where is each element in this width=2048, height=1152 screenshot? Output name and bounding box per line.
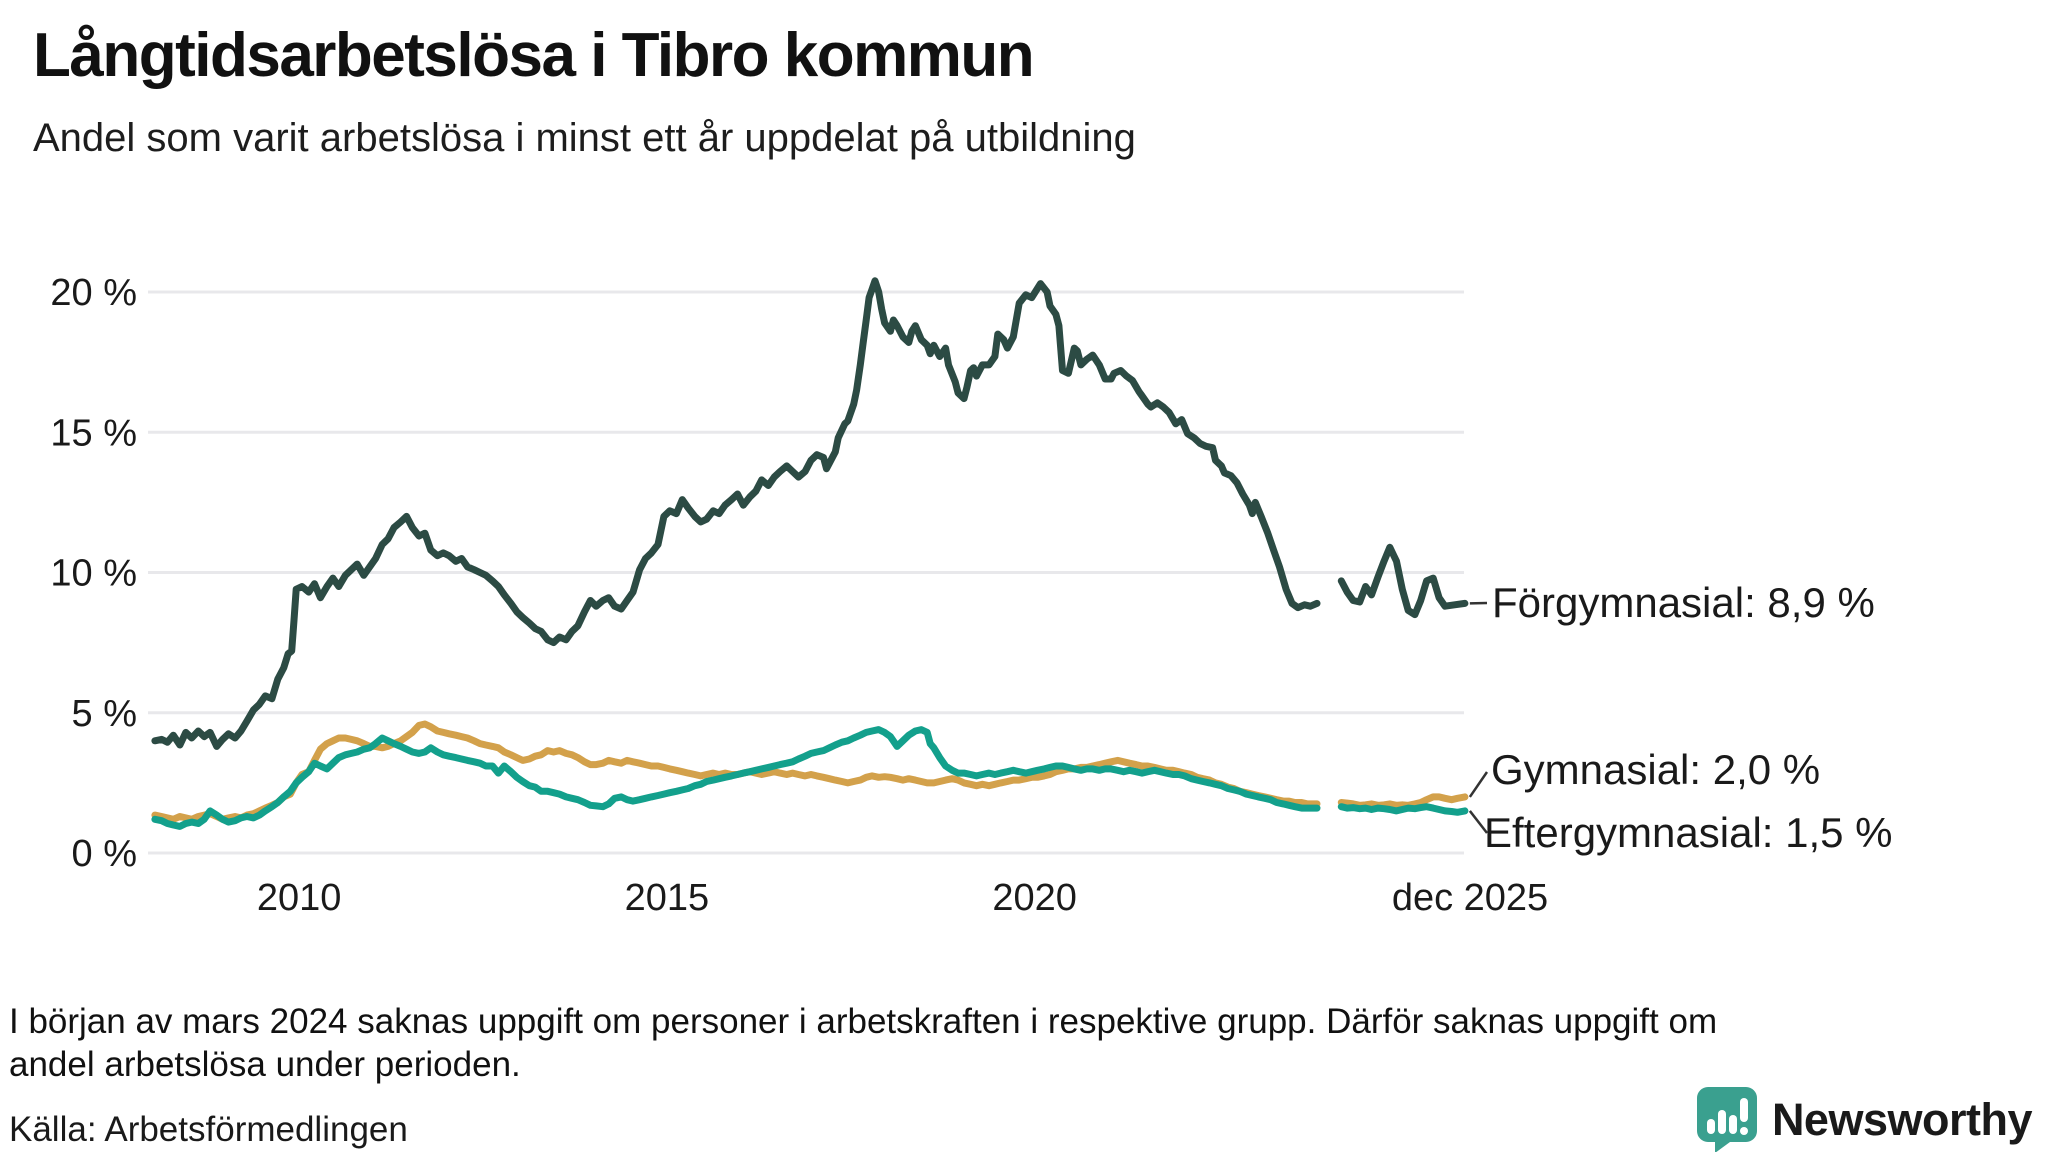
end-label-connector xyxy=(1468,810,1488,834)
y-axis-tick-label: 0 % xyxy=(72,833,137,875)
y-axis-tick-label: 5 % xyxy=(72,693,137,735)
newsworthy-logo-text: Newsworthy xyxy=(1771,1094,2033,1145)
y-axis-tick-label: 10 % xyxy=(50,553,137,595)
series-line-eftergymnasial xyxy=(151,726,1321,830)
end-label-connector xyxy=(1468,771,1489,798)
x-axis-tick-label: 2020 xyxy=(992,877,1077,919)
line-chart: 0 % 5 % 10 % 15 % 20 % 2010 2015 2020 dec 2025 xyxy=(50,272,1548,919)
footnote: I början av mars 2024 saknas uppgift om … xyxy=(9,1000,1717,1086)
x-axis-tick-label: 2010 xyxy=(257,877,342,919)
newsworthy-logo-icon xyxy=(1696,1087,1757,1152)
series-line-gymnasial xyxy=(1337,793,1469,809)
footnote-line-1: I början av mars 2024 saknas uppgift om … xyxy=(9,1002,1718,1041)
series-end-label-gymnasial: Gymnasial: 2,0 % xyxy=(1491,746,1821,793)
x-axis-tick-label: dec 2025 xyxy=(1392,877,1548,919)
series-end-label-forgymnasial: Förgymnasial: 8,9 % xyxy=(1492,579,1875,626)
footnote-line-2: andel arbetslösa under perioden. xyxy=(9,1045,521,1084)
series-line-förgymnasial xyxy=(1337,543,1469,619)
page-title: Långtidsarbetslösa i Tibro kommun xyxy=(33,21,1035,90)
source-label: Källa: Arbetsförmedlingen xyxy=(9,1110,408,1149)
x-axis-tick-label: 2015 xyxy=(625,877,710,919)
series-line-eftergymnasial xyxy=(1337,803,1469,816)
newsworthy-logo: Newsworthy xyxy=(1696,1086,2033,1152)
page-subtitle: Andel som varit arbetslösa i minst ett å… xyxy=(33,116,1136,160)
series-end-label-eftergymnasial: Eftergymnasial: 1,5 % xyxy=(1484,809,1893,856)
y-axis-tick-label: 15 % xyxy=(50,412,137,454)
series-line-förgymnasial xyxy=(151,277,1321,750)
y-axis-tick-label: 20 % xyxy=(50,272,137,314)
